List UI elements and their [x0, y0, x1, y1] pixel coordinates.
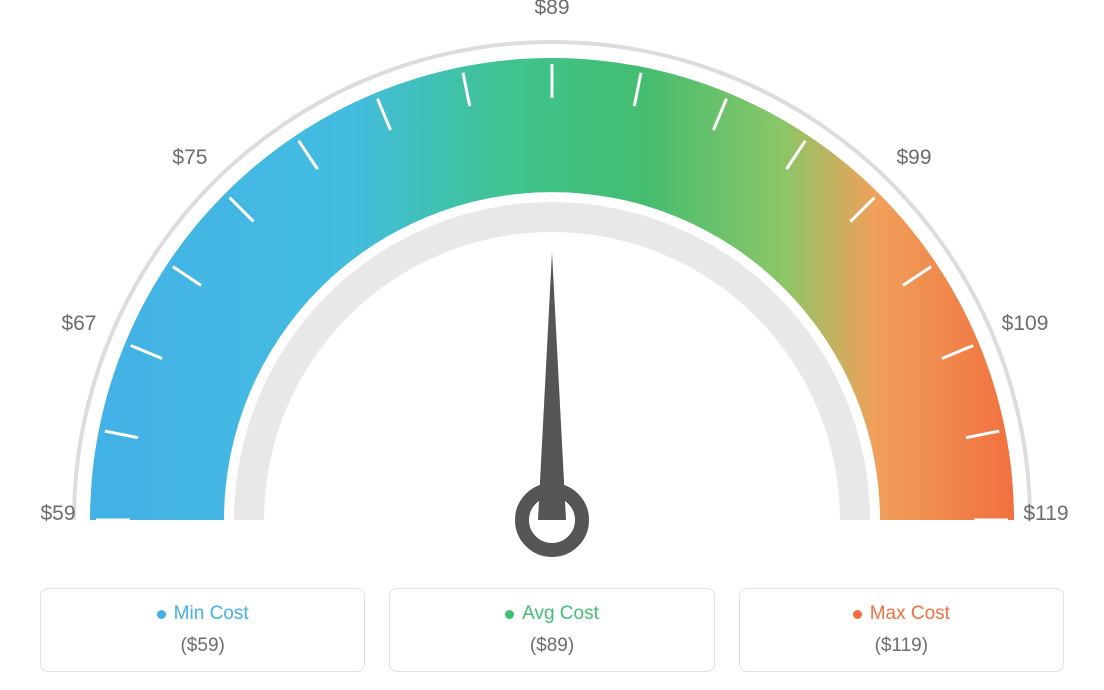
legend-value-min: ($59)	[41, 635, 364, 657]
legend-value-avg: ($89)	[390, 635, 713, 657]
gauge-svg	[0, 0, 1104, 570]
gauge-tick-label: $109	[1002, 312, 1049, 336]
legend-card-min: Min Cost ($59)	[40, 588, 365, 672]
gauge-tick-label: $119	[1023, 502, 1068, 526]
legend-label-avg: Avg Cost	[505, 603, 599, 625]
gauge: $59 $67 $75 $89 $99 $109 $119	[0, 0, 1104, 570]
gauge-tick-label: $59	[40, 502, 75, 526]
legend-text: Avg Cost	[522, 603, 599, 625]
gauge-tick-label: $75	[172, 146, 207, 170]
legend-text: Max Cost	[870, 603, 950, 625]
gauge-tick-label: $89	[534, 0, 569, 20]
legend-value-max: ($119)	[740, 635, 1063, 657]
gauge-chart-container: $59 $67 $75 $89 $99 $109 $119 Min Cost ($59) A…	[0, 0, 1104, 690]
legend-label-max: Max Cost	[853, 603, 950, 625]
legend-label-min: Min Cost	[157, 603, 249, 625]
legend-row: Min Cost ($59) Avg Cost ($89) Max Cost (…	[40, 588, 1064, 672]
legend-card-max: Max Cost ($119)	[739, 588, 1064, 672]
dot-icon	[853, 610, 862, 619]
legend-text: Min Cost	[174, 603, 249, 625]
dot-icon	[157, 610, 166, 619]
dot-icon	[505, 610, 514, 619]
gauge-tick-label: $67	[61, 312, 96, 336]
gauge-tick-label: $99	[897, 146, 932, 170]
legend-card-avg: Avg Cost ($89)	[389, 588, 714, 672]
